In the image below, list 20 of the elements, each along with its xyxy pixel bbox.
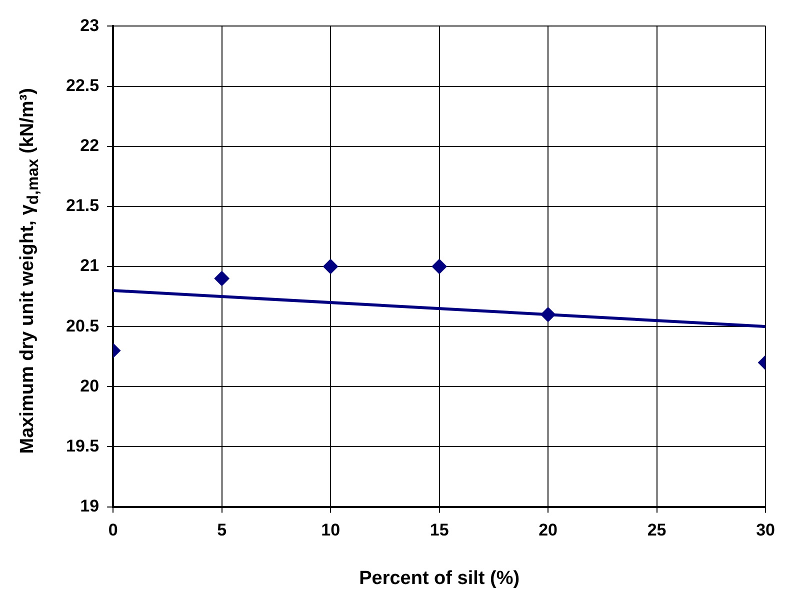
x-tick-label: 15 bbox=[430, 520, 449, 540]
point bbox=[432, 259, 447, 274]
y-tick-label: 19.5 bbox=[66, 436, 100, 456]
point bbox=[323, 259, 338, 274]
x-tick-label: 5 bbox=[217, 520, 227, 540]
x-tick-label: 20 bbox=[538, 520, 558, 540]
y-tick-label: 23 bbox=[80, 16, 100, 35]
x-tick-label: 30 bbox=[756, 520, 776, 540]
y-tick-label: 21.5 bbox=[66, 196, 100, 216]
x-tick-label: 25 bbox=[647, 520, 666, 540]
point bbox=[540, 307, 556, 322]
y-tick-label: 21 bbox=[80, 256, 100, 276]
y-tick-label: 22.5 bbox=[66, 76, 100, 95]
x-tick-label: 0 bbox=[108, 520, 118, 540]
y-tick-label: 19 bbox=[80, 496, 100, 516]
x-axis-title: Percent of silt (%) bbox=[359, 568, 520, 589]
x-tick-label: 10 bbox=[321, 520, 340, 540]
y-tick-label: 20 bbox=[80, 376, 100, 396]
y-tick-label: 20.5 bbox=[66, 316, 100, 336]
y-tick-label: 22 bbox=[80, 136, 100, 156]
